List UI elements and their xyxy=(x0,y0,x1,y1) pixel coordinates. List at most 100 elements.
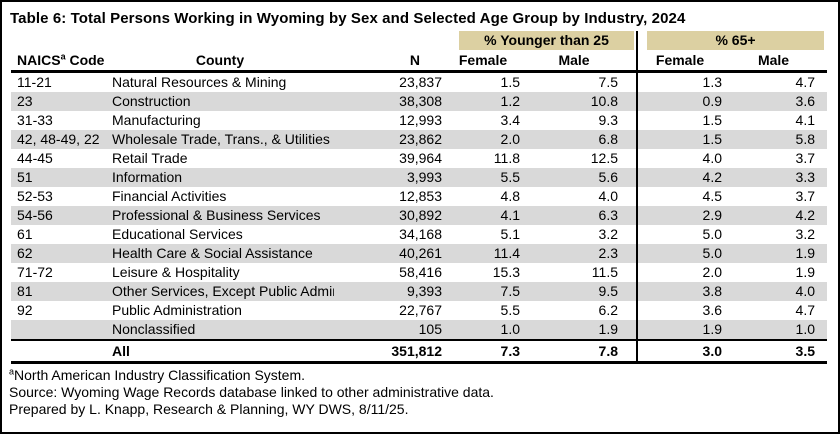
total-male-65plus: 3.5 xyxy=(732,339,828,364)
cell-m65: 3.6 xyxy=(732,92,828,111)
cell-m65: 3.2 xyxy=(795,226,816,242)
cell-code: 51 xyxy=(11,168,106,187)
table-title: Table 6: Total Persons Working in Wyomin… xyxy=(10,10,686,27)
cell-industry: Educational Services xyxy=(112,226,243,242)
cell-m25: 4.0 xyxy=(598,188,619,204)
cell-f25: 5.5 xyxy=(500,302,520,318)
cell-f65: 4.2 xyxy=(636,168,733,187)
cell-code: 92 xyxy=(17,302,33,318)
cell-m65: 4.7 xyxy=(795,302,816,318)
cell-m25: 2.3 xyxy=(530,244,638,263)
group-header-younger-25: % Younger than 25 xyxy=(446,31,637,50)
cell-n: 3,993 xyxy=(334,168,446,187)
naics-label: NAICS xyxy=(17,52,61,68)
footnote-marker: a xyxy=(9,366,15,377)
cell-industry: Nonclassified xyxy=(106,320,334,340)
cell-f65: 2.9 xyxy=(636,206,733,225)
cell-industry: Wholesale Trade, Trans., & Utilities xyxy=(106,130,334,149)
table-row: 31-33 Manufacturing 12,993 3.4 9.3 1.5 4.1 xyxy=(11,111,827,130)
cell-code: 54-56 xyxy=(11,206,106,225)
naics-footnote-marker: a xyxy=(60,51,66,62)
cell-m65: 4.0 xyxy=(732,282,828,301)
cell-n: 30,892 xyxy=(334,206,446,225)
cell-f25: 11.4 xyxy=(446,244,530,263)
cell-f65: 1.3 xyxy=(636,71,733,92)
table-row: 81 Other Services, Except Public Admin. 9,… xyxy=(11,282,828,301)
footnote-prepared: Prepared by L. Knapp, Research & Plannin… xyxy=(9,401,409,417)
cell-f25: 1.2 xyxy=(446,92,530,111)
column-header-row: NAICSa Code County N Female Male Female … xyxy=(11,50,828,73)
col-header-female-65plus: Female xyxy=(636,50,733,73)
group-header-blank xyxy=(11,31,446,50)
cell-m65: 5.8 xyxy=(732,130,828,149)
cell-f25: 15.3 xyxy=(492,264,520,280)
cell-f65: 1.5 xyxy=(636,111,733,130)
cell-code: 62 xyxy=(11,244,106,263)
cell-industry: Financial Activities xyxy=(112,188,227,204)
cell-f25: 1.0 xyxy=(446,320,530,340)
table-row: 11-21 Natural Resources & Mining 23,837 1.5… xyxy=(11,71,827,92)
cell-industry: Professional & Business Services xyxy=(106,206,334,225)
cell-m65: 4.1 xyxy=(795,112,816,128)
cell-m65: 3.7 xyxy=(795,188,816,204)
cell-f65: 1.5 xyxy=(636,130,733,149)
cell-m65: 1.9 xyxy=(795,264,816,280)
col-header-naics-code: NAICSa Code xyxy=(11,50,106,73)
table-row: 23 Construction 38,308 1.2 10.8 0.9 3.6 xyxy=(11,92,828,111)
cell-f25: 5.1 xyxy=(500,226,520,242)
cell-f65: 5.0 xyxy=(636,225,733,244)
group-header-row: % Younger than 25 % 65+ xyxy=(11,31,828,50)
col-header-male-65plus: Male xyxy=(732,50,828,73)
group-band-65-plus: % 65+ xyxy=(647,31,825,50)
total-code-cell xyxy=(11,339,106,364)
cell-f25: 4.1 xyxy=(446,206,530,225)
cell-n: 12,993 xyxy=(399,112,442,128)
table-body: 11-21 Natural Resources & Mining 23,837 1.5… xyxy=(11,71,828,340)
total-row: All 351,812 7.3 7.8 3.0 3.5 xyxy=(11,339,828,364)
cell-m25: 7.5 xyxy=(598,74,619,90)
cell-m25: 9.5 xyxy=(530,282,638,301)
table-row: 54-56 Professional & Business Services 30,… xyxy=(11,206,828,225)
col-header-county: County xyxy=(106,50,334,73)
cell-m25: 5.6 xyxy=(530,168,638,187)
cell-f65: 4.5 xyxy=(636,187,733,206)
cell-f25: 3.4 xyxy=(500,112,520,128)
table-row: 61 Educational Services 34,168 5.1 3.2 5.0 3.2 xyxy=(11,225,827,244)
cell-m25: 9.3 xyxy=(598,112,619,128)
cell-n: 105 xyxy=(334,320,446,340)
cell-industry: Public Administration xyxy=(112,302,242,318)
cell-f25: 11.8 xyxy=(493,150,520,166)
cell-m65: 3.7 xyxy=(795,150,816,166)
cell-n: 12,853 xyxy=(399,188,442,204)
footnote-naics-text: North American Industry Classification S… xyxy=(14,367,306,383)
cell-code: 23 xyxy=(11,92,106,111)
cell-n: 34,168 xyxy=(399,226,442,242)
cell-industry: Natural Resources & Mining xyxy=(112,74,287,90)
total-female-under25: 7.3 xyxy=(446,339,530,364)
cell-code: 31-33 xyxy=(17,112,53,128)
cell-n: 58,416 xyxy=(399,264,442,280)
cell-f65: 0.9 xyxy=(636,92,733,111)
cell-n: 40,261 xyxy=(334,244,446,263)
cell-f65: 3.8 xyxy=(636,282,733,301)
cell-m65: 3.3 xyxy=(732,168,828,187)
cell-m25: 1.9 xyxy=(530,320,638,340)
cell-f25: 5.5 xyxy=(446,168,530,187)
col-header-female-under25: Female xyxy=(446,50,530,73)
cell-n: 23,837 xyxy=(399,74,442,90)
cell-n: 22,767 xyxy=(399,302,442,318)
cell-f65: 1.9 xyxy=(636,320,733,340)
cell-n: 39,964 xyxy=(399,150,442,166)
table-row: 52-53 Financial Activities 12,853 4.8 4.0 4.5… xyxy=(11,187,827,206)
cell-code xyxy=(11,320,106,340)
cell-code: 42, 48-49, 22 xyxy=(11,130,106,149)
cell-m25: 6.3 xyxy=(530,206,638,225)
cell-code: 81 xyxy=(11,282,106,301)
table-row: 62 Health Care & Social Assistance 40,261 1… xyxy=(11,244,828,263)
cell-industry: Information xyxy=(106,168,334,187)
code-label: Code xyxy=(65,52,105,68)
cell-m65: 4.7 xyxy=(795,74,816,90)
cell-code: 61 xyxy=(17,226,33,242)
cell-industry: Manufacturing xyxy=(112,112,201,128)
